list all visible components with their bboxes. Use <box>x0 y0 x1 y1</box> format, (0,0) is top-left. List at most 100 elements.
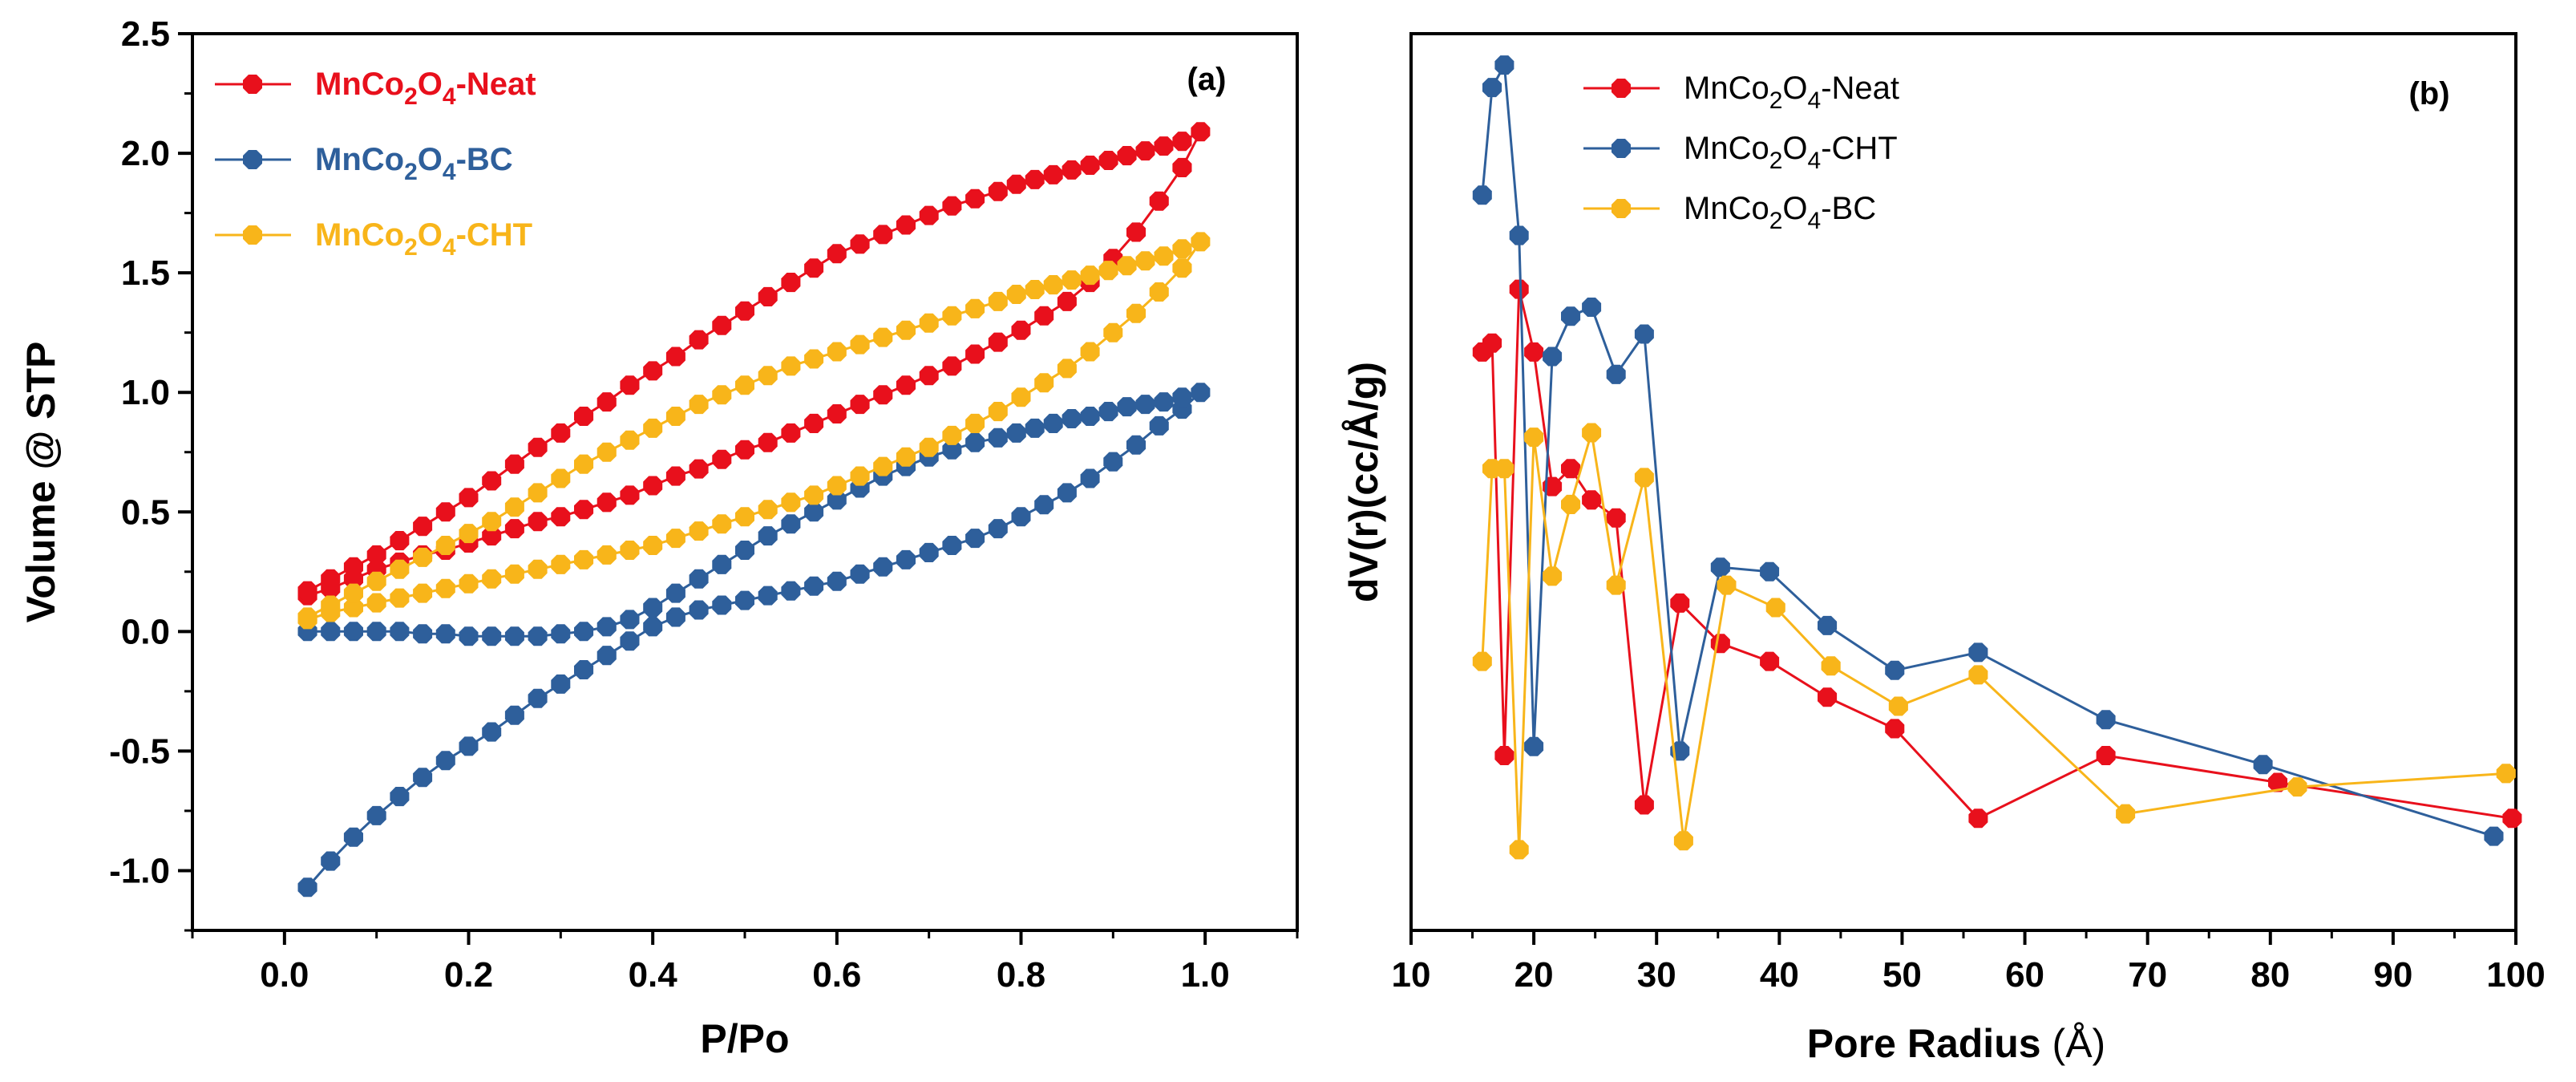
legend-label-part: -CHT <box>1821 131 1898 166</box>
y-tick-label: 0.0 <box>121 612 170 651</box>
data-point <box>1043 413 1063 433</box>
data-point <box>735 375 754 395</box>
data-point <box>2287 777 2307 797</box>
data-point <box>1117 397 1137 417</box>
data-point <box>1098 402 1118 422</box>
panel-b: 10 20 30 40 50 60 70 80 90 100 (b) Pore Radius (Å)… <box>1341 32 2546 1066</box>
data-point <box>965 188 985 209</box>
data-point <box>1149 282 1169 302</box>
legend-marker <box>243 75 262 94</box>
data-point <box>689 600 709 620</box>
data-point <box>596 617 617 637</box>
data-point <box>482 569 502 589</box>
data-point <box>1103 322 1123 342</box>
data-point <box>942 196 962 216</box>
data-point <box>850 395 870 415</box>
data-point <box>390 787 410 807</box>
data-point <box>988 332 1008 352</box>
series-line <box>1481 61 2494 838</box>
data-point <box>1025 280 1045 299</box>
data-point <box>596 545 617 565</box>
data-point <box>390 559 410 579</box>
data-point <box>1885 660 1905 680</box>
data-point <box>735 507 754 527</box>
data-point <box>1011 507 1031 527</box>
data-point <box>643 476 663 496</box>
data-point <box>413 517 433 537</box>
series-MnCo2O4-Neat <box>297 122 1211 606</box>
data-point <box>574 549 594 569</box>
data-point <box>1760 651 1780 671</box>
data-point <box>781 356 801 376</box>
data-point <box>321 851 341 871</box>
x-tick-label: 1.0 <box>1181 955 1230 995</box>
data-point <box>2496 764 2516 784</box>
legend-label-part: MnCo <box>315 67 404 102</box>
data-point <box>1172 258 1192 278</box>
data-point <box>1673 831 1693 851</box>
data-point <box>1103 452 1123 472</box>
data-point <box>1191 122 1211 142</box>
data-point <box>1524 736 1544 756</box>
data-point <box>665 466 685 486</box>
data-point <box>965 432 985 452</box>
legend-entry: MnCo2O4-Neat <box>1583 71 1899 114</box>
data-point <box>827 244 847 264</box>
y-tick-label: 2.5 <box>121 14 170 54</box>
series-line <box>1481 289 2513 821</box>
data-point <box>528 626 548 646</box>
data-point <box>712 595 732 615</box>
legend-label-part: -Neat <box>1821 71 1899 106</box>
data-point <box>919 313 939 333</box>
x-tick-label: 100 <box>2486 955 2545 995</box>
data-point <box>2253 755 2273 775</box>
data-point <box>1524 428 1544 448</box>
legend-label-part: O <box>418 217 443 253</box>
legend-label: MnCo2O4-Neat <box>315 67 536 110</box>
data-point <box>965 298 985 318</box>
data-point <box>620 485 640 505</box>
data-point <box>1034 373 1054 393</box>
data-point <box>1634 795 1654 815</box>
legend-entry: MnCo2O4-CHT <box>215 217 532 261</box>
legend-label-part: O <box>1782 191 1807 226</box>
data-point <box>1524 342 1544 362</box>
data-point <box>1634 468 1654 488</box>
data-point <box>620 541 640 560</box>
data-point <box>482 471 502 491</box>
data-point <box>1062 270 1082 290</box>
data-point <box>1172 132 1192 152</box>
data-point <box>551 674 571 694</box>
series-MnCo2O4-CHT <box>1472 55 2504 846</box>
data-point <box>1561 459 1581 479</box>
data-point <box>988 428 1008 448</box>
data-point <box>781 492 801 513</box>
data-point <box>1172 239 1192 259</box>
data-point <box>1062 409 1082 428</box>
data-point <box>689 395 709 415</box>
data-point <box>1494 55 1514 75</box>
legend-label-part: 4 <box>1808 148 1822 174</box>
data-point <box>551 507 571 527</box>
data-point <box>1117 256 1137 276</box>
panel-a-label: (a) <box>1187 62 1227 97</box>
data-point <box>343 827 363 847</box>
data-point <box>1543 566 1563 586</box>
data-point <box>1968 642 1988 663</box>
series-MnCo2O4-BC <box>297 383 1211 898</box>
legend-marker <box>1612 79 1631 98</box>
data-point <box>2096 746 2116 765</box>
data-point <box>366 593 386 613</box>
data-point <box>873 557 893 577</box>
data-point <box>1818 687 1838 707</box>
data-point <box>551 468 571 488</box>
data-point <box>1117 146 1137 166</box>
data-point <box>528 559 548 579</box>
data-point <box>620 430 640 450</box>
data-point <box>1098 261 1118 281</box>
x-tick-label: 20 <box>1514 955 1554 995</box>
panel-b-series <box>1472 55 2522 860</box>
legend-label-part: 4 <box>443 83 456 110</box>
data-point <box>504 497 524 517</box>
